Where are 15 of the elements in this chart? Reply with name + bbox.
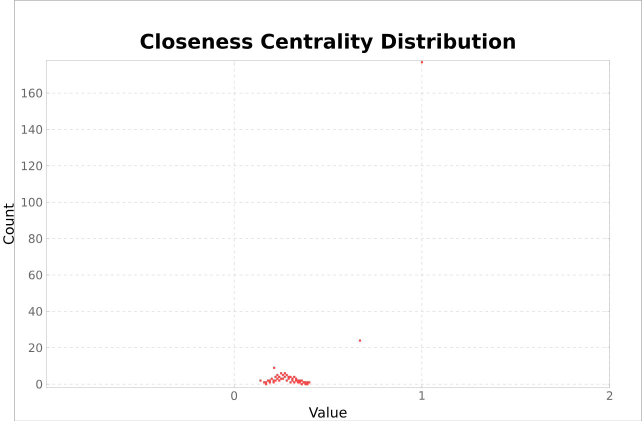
chart-title: Closeness Centrality Distribution (140, 33, 515, 53)
y-tick-label: 120 (22, 161, 42, 170)
x-tick-label: 0 (231, 390, 238, 400)
y-axis-title: Count (3, 203, 14, 244)
y-tick-label: 100 (22, 198, 42, 206)
y-tick-label: 80 (28, 234, 42, 243)
y-tick-label: 160 (22, 88, 42, 98)
y-tick-label: 20 (28, 343, 42, 352)
x-axis-title: Value (308, 406, 347, 418)
x-tick-label: 1 (419, 390, 425, 400)
y-tick-label: 60 (28, 270, 42, 280)
y-tick-label: 0 (36, 379, 42, 388)
y-tick-label: 40 (28, 306, 42, 316)
y-tick-label: 140 (22, 124, 42, 134)
x-tick-label: 2 (606, 390, 612, 400)
